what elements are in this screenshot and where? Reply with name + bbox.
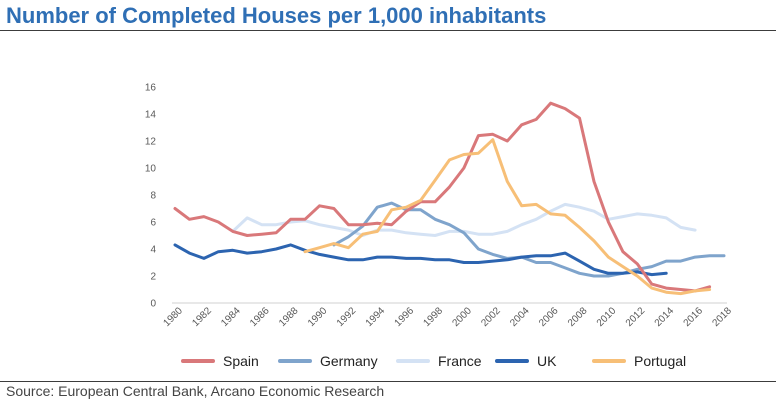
x-tick-label: 1998 xyxy=(422,305,446,329)
x-tick-label: 2014 xyxy=(653,305,677,329)
source-note: Source: European Central Bank, Arcano Ec… xyxy=(6,383,385,399)
x-tick-label: 1992 xyxy=(335,305,359,329)
x-tick-label: 2016 xyxy=(682,305,706,329)
x-tick-label: 1990 xyxy=(306,305,330,329)
x-tick-label: 2008 xyxy=(566,305,590,329)
y-tick-label: 2 xyxy=(150,272,156,283)
y-tick-label: 8 xyxy=(150,191,156,202)
title-divider xyxy=(0,30,776,31)
y-tick-label: 12 xyxy=(145,137,157,148)
y-tick-label: 10 xyxy=(145,164,157,175)
series-line-germany xyxy=(332,201,726,278)
y-tick-label: 6 xyxy=(150,218,156,229)
x-tick-label: 2002 xyxy=(479,305,503,329)
y-tick-label: 4 xyxy=(150,245,156,256)
source-divider xyxy=(0,381,776,382)
legend-label-france: France xyxy=(438,353,482,369)
legend-label-uk: UK xyxy=(537,353,557,369)
x-tick-label: 1980 xyxy=(161,305,185,329)
series-line-portugal xyxy=(303,138,712,296)
series-line-uk xyxy=(173,243,668,277)
x-tick-label: 1994 xyxy=(364,305,388,329)
x-tick-label: 2012 xyxy=(624,305,648,329)
plot-area xyxy=(173,101,726,296)
x-tick-label: 1982 xyxy=(190,305,214,329)
x-tick-label: 1984 xyxy=(219,305,243,329)
x-tick-label: 1988 xyxy=(277,305,301,329)
chart-title: Number of Completed Houses per 1,000 inh… xyxy=(6,3,547,28)
x-tick-label: 1986 xyxy=(248,305,272,329)
x-axis: 1980 1982 1984 1986 1988 1990 1992 1994 1996 1998… xyxy=(161,305,734,329)
x-tick-label: 2000 xyxy=(450,305,474,329)
x-tick-label: 2010 xyxy=(595,305,619,329)
series-line-spain xyxy=(173,101,712,293)
x-tick-label: 2018 xyxy=(710,305,734,329)
legend: Spain Germany France UK Portugal xyxy=(181,353,686,369)
y-tick-label: 0 xyxy=(150,299,156,310)
legend-label-germany: Germany xyxy=(320,353,378,369)
y-tick-label: 14 xyxy=(145,110,157,121)
x-tick-label: 2006 xyxy=(537,305,561,329)
x-tick-label: 1996 xyxy=(393,305,417,329)
legend-label-spain: Spain xyxy=(223,353,259,369)
y-tick-label: 16 xyxy=(145,83,157,94)
legend-label-portugal: Portugal xyxy=(634,353,686,369)
y-axis: 0 2 4 6 8 10 12 14 16 xyxy=(145,83,157,310)
x-tick-label: 2004 xyxy=(508,305,532,329)
